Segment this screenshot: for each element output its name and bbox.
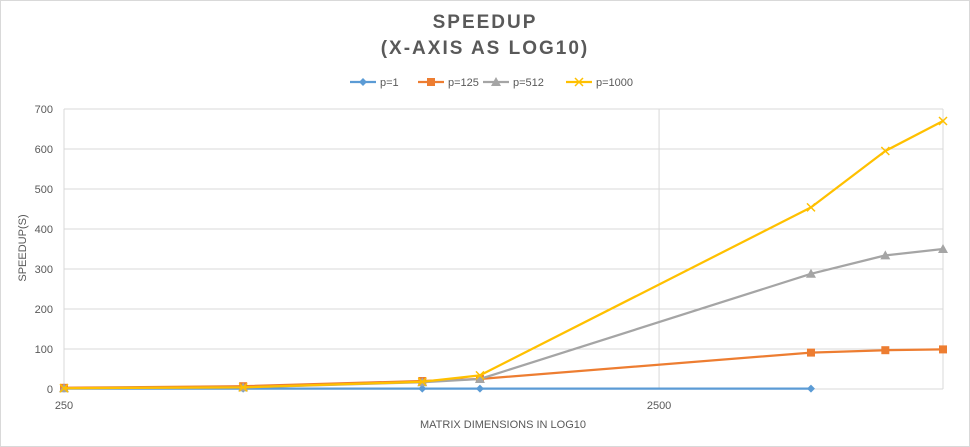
data-point (938, 116, 948, 126)
y-tick-label: 500 (35, 184, 53, 196)
x-axis-label: MATRIX DIMENSIONS IN LOG10 (420, 419, 586, 431)
legend-item: p=125 (418, 77, 479, 89)
data-point (474, 374, 485, 383)
legend: p=1 p=125 p=512 p=1000 (350, 77, 633, 89)
data-point (938, 244, 948, 253)
series-lines (59, 116, 948, 393)
x-axis-ticks: 250 2500 (55, 400, 671, 412)
legend-item: p=512 (483, 77, 544, 89)
chart-title: SPEEDUP (432, 12, 538, 33)
data-point (880, 250, 891, 260)
y-tick-label: 0 (47, 384, 53, 396)
y-tick-label: 400 (35, 224, 53, 236)
series-line (63, 120, 944, 390)
y-axis-label: SPEEDUP(S) (17, 214, 29, 281)
legend-label: p=125 (448, 77, 479, 89)
gridlines (63, 108, 944, 390)
data-point (418, 384, 427, 393)
legend-label: p=1 (380, 77, 399, 89)
data-point (806, 202, 816, 212)
legend-marker (427, 78, 435, 86)
data-point (238, 382, 248, 392)
data-point (805, 268, 816, 278)
data-point (806, 384, 815, 393)
legend-marker (359, 78, 367, 86)
x-tick-label: 250 (55, 400, 73, 412)
series-p512 (59, 244, 948, 393)
legend-label: p=512 (513, 77, 544, 89)
y-axis-ticks: 0 100 200 300 400 500 600 700 (35, 104, 53, 396)
y-tick-label: 200 (35, 304, 53, 316)
data-point (881, 346, 890, 355)
data-point (880, 146, 890, 156)
data-point (59, 383, 69, 393)
series-p125 (60, 345, 947, 392)
data-point (939, 345, 947, 354)
data-point (475, 384, 484, 393)
y-tick-label: 300 (35, 264, 53, 276)
y-tick-label: 100 (35, 344, 53, 356)
data-point (806, 348, 815, 357)
data-point (417, 377, 427, 387)
legend-marker (574, 77, 584, 87)
chart-subtitle: (X-AXIS AS LOG10) (380, 38, 590, 59)
data-point (475, 370, 485, 380)
legend-marker (491, 77, 501, 86)
legend-item: p=1 (350, 77, 399, 89)
series-p1000 (59, 116, 948, 393)
y-tick-label: 700 (35, 104, 53, 116)
y-tick-label: 600 (35, 144, 53, 156)
legend-item: p=1000 (566, 77, 633, 89)
legend-label: p=1000 (596, 77, 633, 89)
x-tick-label: 2500 (647, 400, 671, 412)
